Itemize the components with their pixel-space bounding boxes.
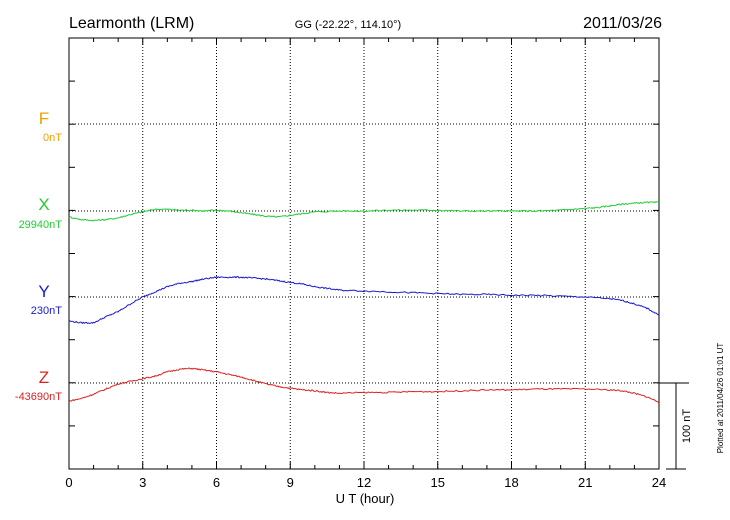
x-tick-label: 12 bbox=[357, 475, 371, 490]
plotted-timestamp: Plotted at 2011/04/26 01:01 UT bbox=[716, 343, 725, 454]
x-tick-labels: 0 3 6 9 12 15 18 21 24 bbox=[65, 475, 666, 490]
series-name-z: Z bbox=[39, 368, 49, 387]
station-title: Learmonth (LRM) bbox=[69, 15, 194, 32]
scale-bar-label: 100 nT bbox=[681, 409, 693, 444]
series-line-y bbox=[68, 276, 660, 324]
x-tick-label: 3 bbox=[139, 475, 146, 490]
x-tick-label: 6 bbox=[213, 475, 220, 490]
series-line-z bbox=[68, 367, 660, 403]
date-label: 2011/03/26 bbox=[583, 15, 662, 32]
series-line-x bbox=[68, 201, 660, 222]
baseline-label-y: 230nT bbox=[31, 305, 62, 317]
x-tick-label: 9 bbox=[287, 475, 294, 490]
x-tick-label: 0 bbox=[65, 475, 72, 490]
x-tick-label: 24 bbox=[652, 475, 666, 490]
coordinates-label: GG (-22.22°, 114.10°) bbox=[295, 19, 401, 31]
baseline-label-z: -43690nT bbox=[15, 391, 62, 403]
series-traces bbox=[68, 201, 660, 403]
x-tick-label: 15 bbox=[431, 475, 445, 490]
x-tick-label: 18 bbox=[504, 475, 518, 490]
scale-bar bbox=[659, 382, 689, 470]
x-tick-label: 21 bbox=[578, 475, 592, 490]
x-axis-label: U T (hour) bbox=[336, 491, 395, 506]
series-name-y: Y bbox=[38, 282, 49, 301]
series-name-f: F bbox=[39, 109, 49, 128]
plot-frame bbox=[68, 37, 660, 470]
baseline-label-x: 29940nT bbox=[19, 219, 63, 231]
baseline-label-f: 0nT bbox=[43, 132, 62, 144]
series-name-x: X bbox=[38, 195, 49, 214]
